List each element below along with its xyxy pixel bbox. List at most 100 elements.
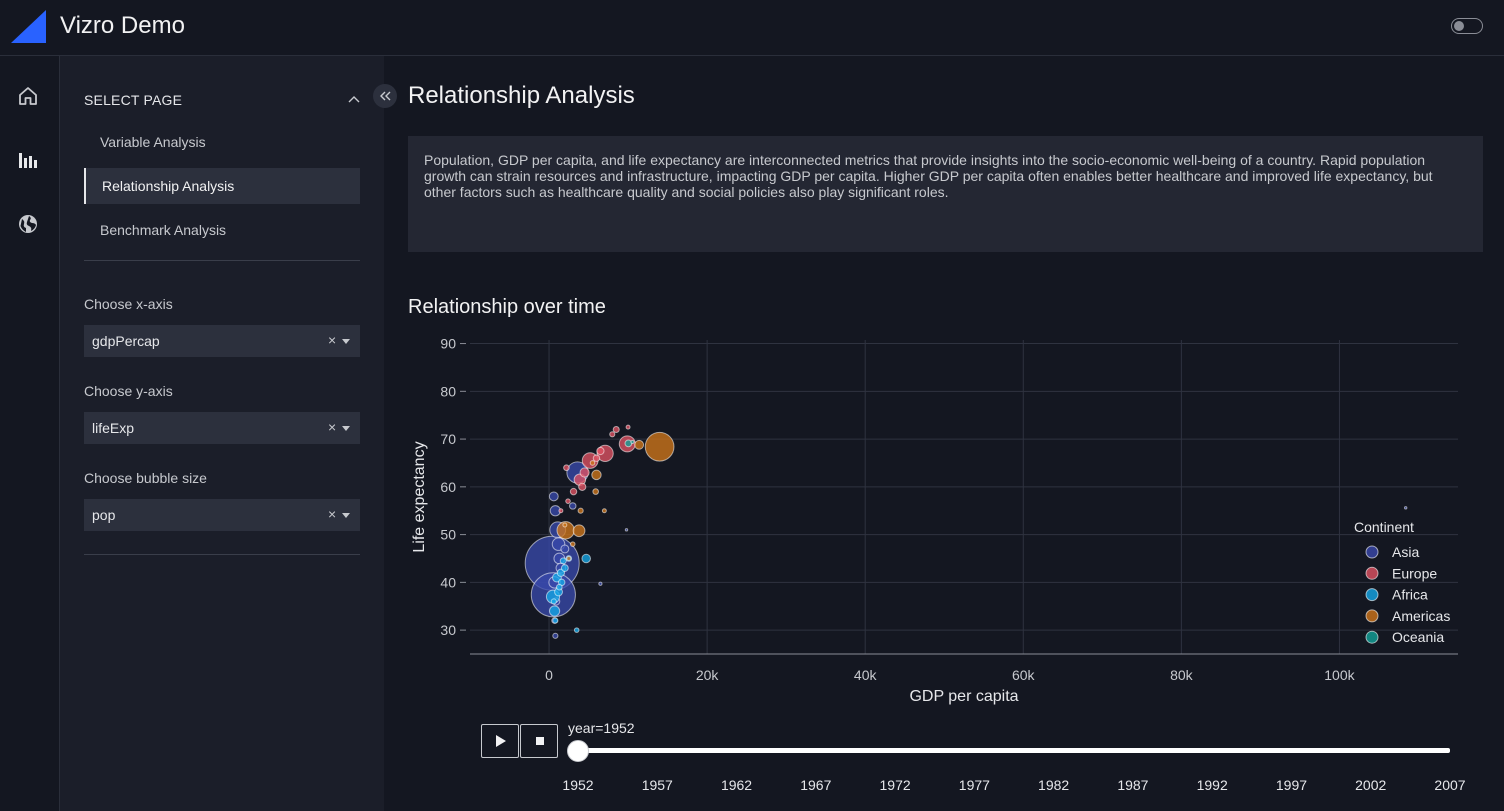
app-header: Vizro Demo bbox=[0, 0, 1504, 56]
legend-marker-africa[interactable] bbox=[1365, 588, 1379, 602]
collapse-sidebar-button[interactable] bbox=[373, 84, 397, 108]
year-slider-handle[interactable] bbox=[567, 740, 589, 762]
y-tick-label: 80 bbox=[440, 383, 456, 399]
legend-label-oceania[interactable]: Oceania bbox=[1392, 629, 1444, 645]
bubble-asia[interactable] bbox=[552, 632, 559, 639]
bubble-americas[interactable] bbox=[577, 507, 584, 514]
bubble-asia[interactable] bbox=[548, 491, 559, 502]
chevron-down-icon[interactable] bbox=[342, 513, 350, 518]
bubble-africa[interactable] bbox=[550, 598, 557, 605]
year-tick-1977[interactable]: 1977 bbox=[958, 777, 990, 793]
bubble-europe[interactable] bbox=[558, 508, 564, 514]
select-page-heading[interactable]: SELECT PAGE bbox=[84, 92, 183, 108]
bubble-africa[interactable] bbox=[560, 564, 569, 572]
bubble-americas[interactable] bbox=[601, 508, 607, 514]
legend-label-europe[interactable]: Europe bbox=[1392, 565, 1437, 581]
bubble-americas[interactable] bbox=[566, 555, 572, 561]
x-axis-dropdown[interactable]: gdpPercap × bbox=[84, 325, 360, 357]
bubble-size-dropdown[interactable]: pop × bbox=[84, 499, 360, 531]
year-tick-1997[interactable]: 1997 bbox=[1275, 777, 1308, 793]
bubble-africa[interactable] bbox=[552, 617, 559, 624]
bubble-oceania[interactable] bbox=[630, 439, 635, 445]
legend-label-americas[interactable]: Americas bbox=[1392, 608, 1450, 624]
y-axis-dropdown[interactable]: lifeExp × bbox=[84, 412, 360, 444]
legend-label-africa[interactable]: Africa bbox=[1392, 587, 1428, 603]
bubble-europe[interactable] bbox=[612, 425, 620, 434]
bubble-americas[interactable] bbox=[592, 488, 599, 495]
year-slider-track[interactable] bbox=[578, 748, 1450, 753]
bubble-europe[interactable] bbox=[578, 482, 587, 491]
y-tick-label: 30 bbox=[440, 622, 456, 638]
legend-marker-americas[interactable] bbox=[1365, 609, 1379, 623]
year-tick-1952[interactable]: 1952 bbox=[562, 777, 594, 793]
bubble-asia[interactable] bbox=[1403, 506, 1408, 510]
chevron-down-icon[interactable] bbox=[342, 426, 350, 431]
page-link-benchmark-analysis[interactable]: Benchmark Analysis bbox=[100, 222, 227, 238]
year-tick-1992[interactable]: 1992 bbox=[1196, 777, 1228, 793]
bar-chart-icon[interactable] bbox=[17, 149, 39, 171]
app-title: Vizro Demo bbox=[60, 12, 185, 39]
year-tick-1957[interactable]: 1957 bbox=[641, 777, 673, 793]
bubble-africa[interactable] bbox=[556, 583, 563, 591]
page-link-relationship-analysis[interactable]: Relationship Analysis bbox=[84, 168, 360, 204]
bubble-asia[interactable] bbox=[624, 528, 629, 532]
theme-toggle[interactable] bbox=[1451, 18, 1483, 34]
y-axis-label: Choose y-axis bbox=[84, 383, 173, 399]
year-tick-1967[interactable]: 1967 bbox=[800, 777, 832, 793]
clear-icon[interactable]: × bbox=[328, 419, 337, 435]
bubble-europe[interactable] bbox=[579, 467, 590, 478]
left-panel: SELECT PAGE Variable Analysis Relationsh… bbox=[60, 56, 384, 811]
bubble-asia[interactable] bbox=[560, 544, 570, 554]
bubble-americas[interactable] bbox=[569, 541, 576, 547]
year-tick-1972[interactable]: 1972 bbox=[879, 777, 911, 793]
stop-icon bbox=[536, 737, 544, 745]
year-tick-2002[interactable]: 2002 bbox=[1355, 777, 1387, 793]
clear-icon[interactable]: × bbox=[328, 506, 337, 522]
stop-button[interactable] bbox=[520, 724, 558, 758]
x-tick-label: 100k bbox=[1324, 667, 1355, 683]
page-link-variable-analysis[interactable]: Variable Analysis bbox=[100, 134, 206, 150]
home-icon[interactable] bbox=[17, 85, 39, 107]
bubble-asia[interactable] bbox=[598, 581, 603, 586]
bubble-americas[interactable] bbox=[644, 431, 675, 462]
bubble-africa[interactable] bbox=[559, 557, 567, 565]
year-tick-2007[interactable]: 2007 bbox=[1434, 777, 1466, 793]
bubble-europe[interactable] bbox=[565, 498, 571, 504]
play-icon bbox=[496, 735, 506, 747]
bubble-americas[interactable] bbox=[562, 522, 568, 528]
chevron-up-icon[interactable] bbox=[348, 94, 360, 104]
bubble-africa[interactable] bbox=[581, 553, 591, 564]
bubble-americas[interactable] bbox=[591, 469, 602, 481]
legend-marker-oceania[interactable] bbox=[1365, 630, 1379, 644]
bubble-europe[interactable] bbox=[609, 431, 616, 438]
bubble-americas[interactable] bbox=[634, 439, 645, 450]
bubble-americas[interactable] bbox=[589, 460, 596, 466]
bubble-europe[interactable] bbox=[569, 487, 578, 496]
clear-icon[interactable]: × bbox=[328, 332, 337, 348]
bubble-europe[interactable] bbox=[563, 464, 570, 472]
x-axis-label: Choose x-axis bbox=[84, 296, 173, 312]
bubble-africa[interactable] bbox=[573, 627, 580, 633]
year-tick-1962[interactable]: 1962 bbox=[720, 777, 753, 793]
year-tick-1987[interactable]: 1987 bbox=[1117, 777, 1149, 793]
chevron-down-icon[interactable] bbox=[342, 339, 350, 344]
bubble-asia[interactable] bbox=[569, 502, 577, 510]
bubble-africa[interactable] bbox=[548, 605, 561, 617]
bubble-europe[interactable] bbox=[596, 446, 605, 456]
globe-icon[interactable] bbox=[17, 213, 39, 235]
legend-label-asia[interactable]: Asia bbox=[1392, 544, 1419, 560]
relationship-scatter-chart[interactable]: 30 40 50 60 70 80 90 0 20k 40k 60k 80k 100k GDP per c… bbox=[400, 320, 1490, 720]
x-axis-value: gdpPercap bbox=[92, 333, 160, 349]
legend-title: Continent bbox=[1354, 519, 1414, 535]
bubble-europe[interactable] bbox=[592, 454, 601, 462]
nav-bar bbox=[0, 56, 60, 811]
x-tick-label: 40k bbox=[854, 667, 878, 683]
sidebar-divider bbox=[84, 260, 360, 261]
year-tick-1982[interactable]: 1982 bbox=[1038, 777, 1070, 793]
vizro-logo-icon bbox=[11, 10, 46, 43]
legend-marker-europe[interactable] bbox=[1365, 566, 1379, 580]
play-button[interactable] bbox=[481, 724, 519, 758]
bubble-americas[interactable] bbox=[572, 524, 586, 538]
legend-marker-asia[interactable] bbox=[1365, 545, 1379, 559]
bubble-europe[interactable] bbox=[625, 424, 631, 430]
